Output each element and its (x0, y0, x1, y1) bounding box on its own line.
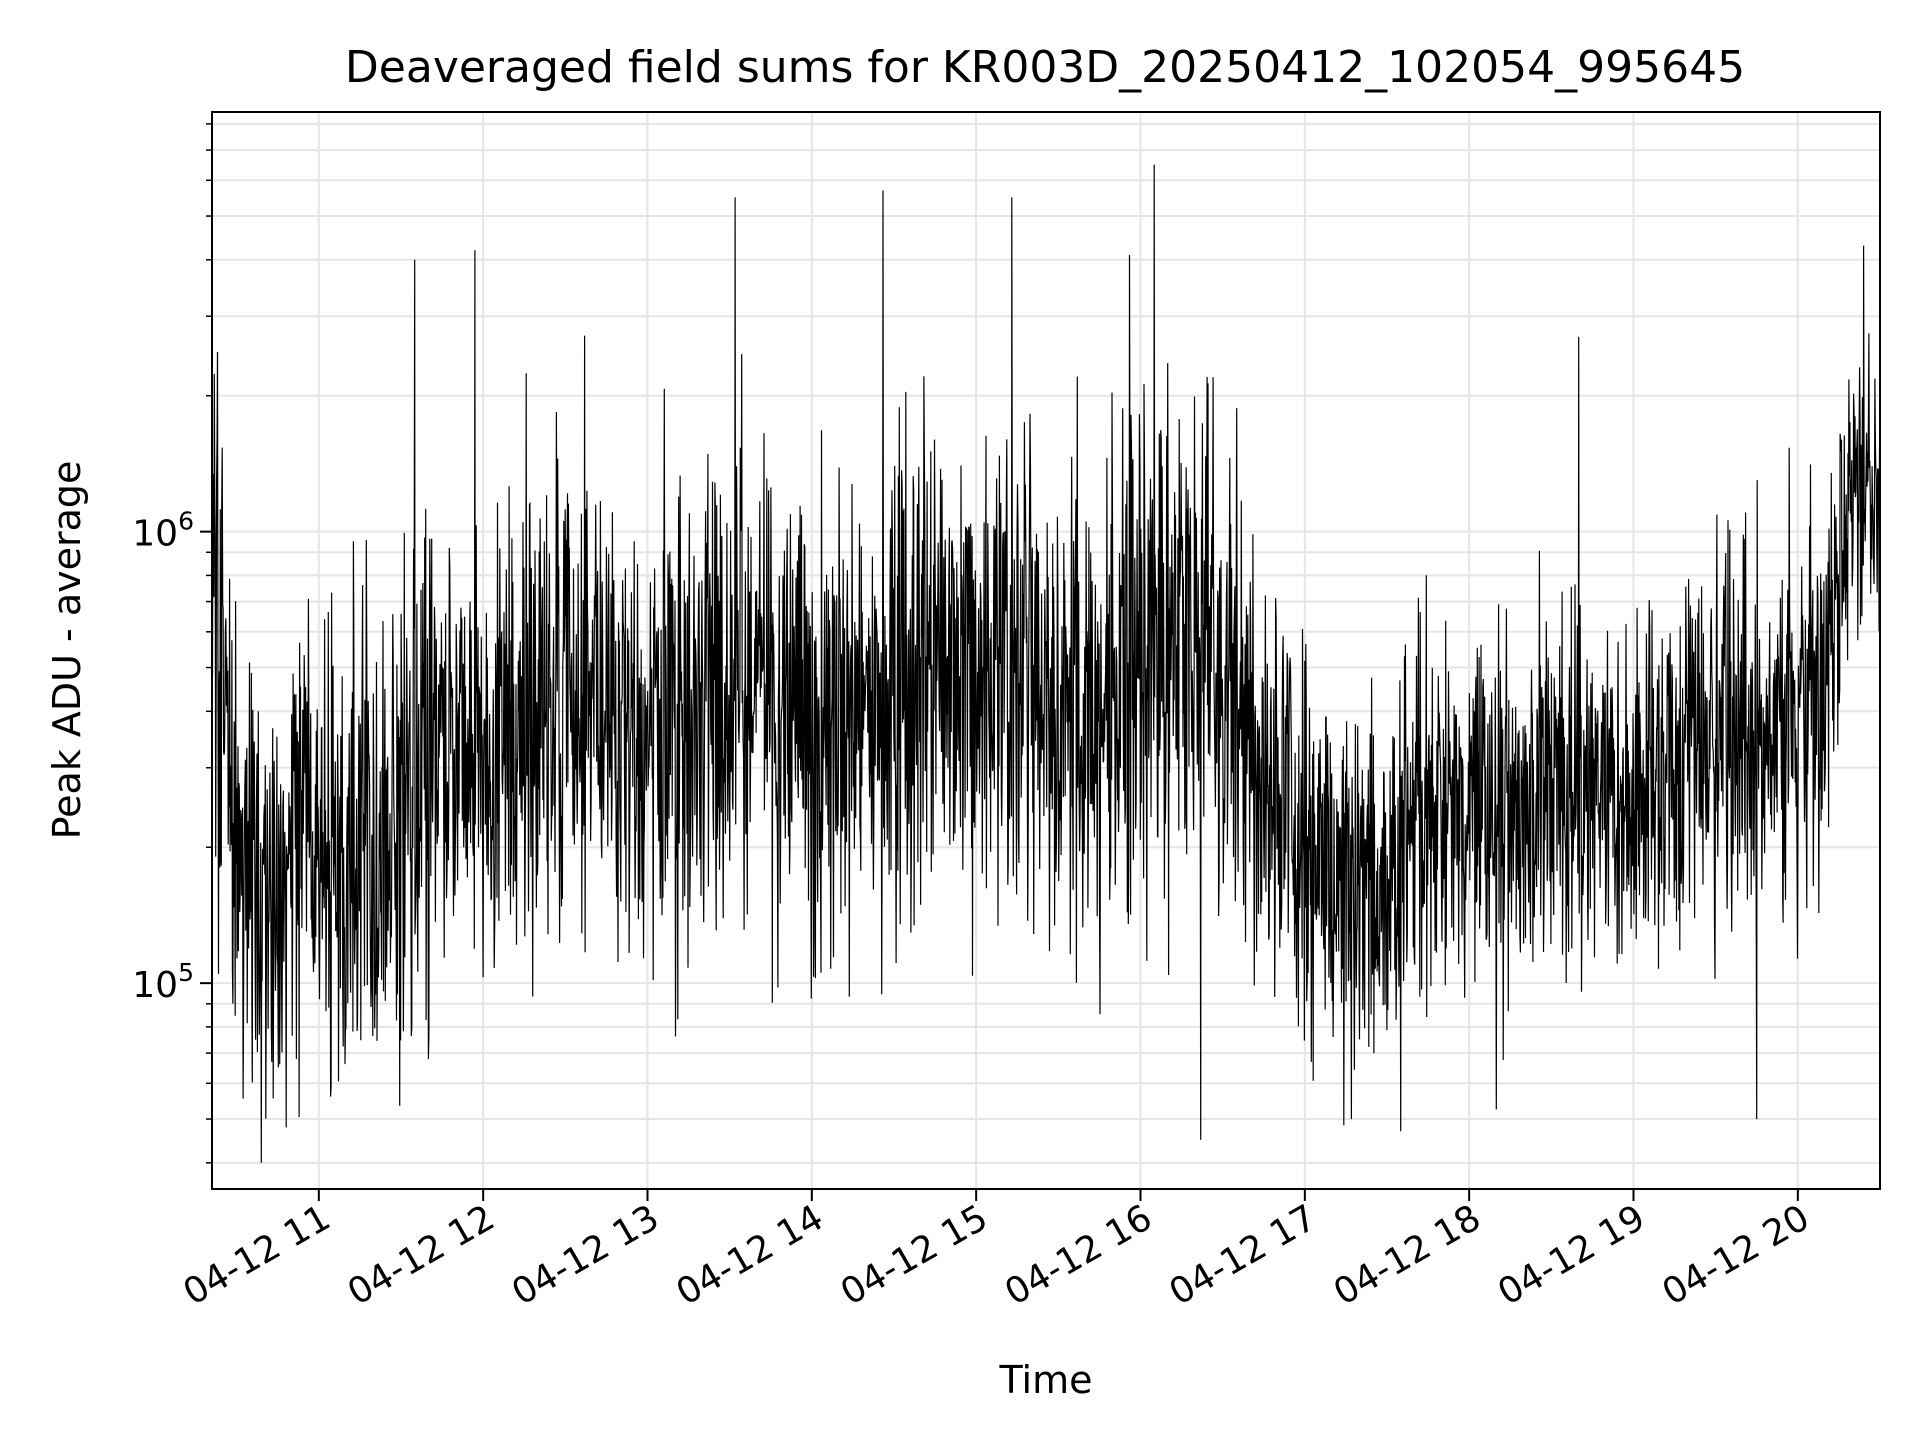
plot-frame (211, 111, 1881, 1190)
y-tick-label: 105 (132, 958, 194, 1006)
y-tick-label: 106 (132, 507, 194, 555)
chart-title: Deaveraged field sums for KR003D_2025041… (345, 42, 1745, 93)
x-axis-label: Time (999, 1358, 1093, 1402)
y-axis-ticks: 105 106 (132, 507, 212, 1006)
series-line (211, 164, 1881, 1163)
y-axis-label: Peak ADU - average (45, 461, 89, 840)
grid-lines (212, 112, 1880, 1189)
series-path (211, 164, 1881, 1163)
